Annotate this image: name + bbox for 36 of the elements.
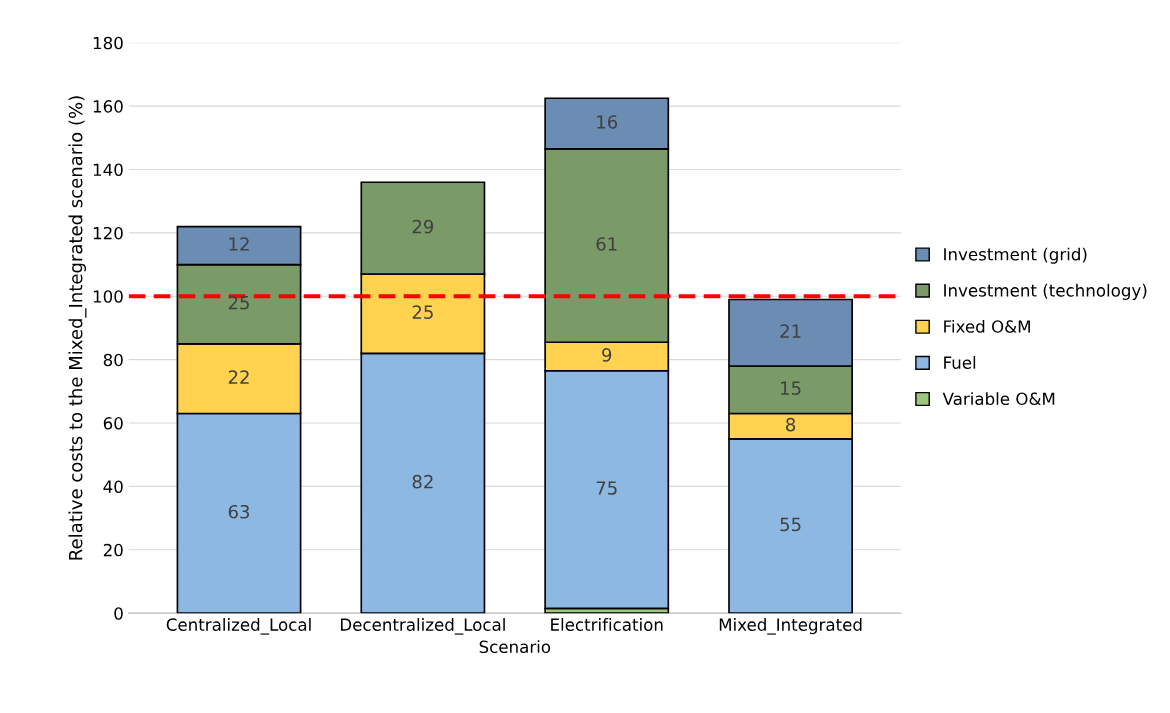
y-tick-label: 0 — [114, 607, 123, 620]
legend-label: Variable O&M — [942, 392, 1055, 406]
data-label: 15 — [781, 381, 801, 396]
data-label: 22 — [228, 370, 249, 384]
data-label: 16 — [597, 115, 618, 129]
data-label: 82 — [412, 474, 433, 489]
data-label: 61 — [596, 237, 617, 251]
data-label: 25 — [228, 295, 249, 310]
x-tick-label: Centralized_Local — [166, 618, 311, 635]
data-label: 8 — [786, 417, 796, 432]
legend-label: Fixed O&M — [944, 319, 1030, 333]
data-label: 21 — [780, 324, 801, 338]
data-label: 25 — [412, 305, 433, 319]
data-label: 9 — [602, 348, 612, 362]
data-label: 55 — [780, 517, 801, 532]
legend-label: Fuel — [944, 356, 976, 369]
y-tick-label: 180 — [93, 36, 123, 50]
y-tick-label: 60 — [103, 417, 123, 430]
data-label: 12 — [229, 237, 249, 251]
y-tick-label: 140 — [93, 163, 123, 177]
y-tick-label: 40 — [103, 480, 123, 493]
x-tick-label: Decentralized_Local — [340, 618, 505, 635]
y-tick-label: 20 — [103, 543, 123, 557]
y-tick-label: 160 — [93, 100, 123, 113]
x-axis-title: Scenario — [479, 640, 551, 654]
y-axis-title: Relative costs to the Mixed_Integrated scenario (%) — [68, 96, 87, 560]
legend-label: Investment (technology) — [944, 283, 1147, 300]
y-tick-label: 120 — [93, 226, 123, 240]
x-tick-label: Mixed_Integrated — [719, 618, 862, 635]
x-tick-label: Electrification — [551, 618, 663, 631]
y-tick-label: 100 — [93, 290, 123, 303]
data-label: 75 — [596, 481, 617, 495]
data-label: 29 — [412, 219, 434, 234]
data-label: 63 — [228, 504, 250, 519]
legend-label: Investment (grid) — [944, 247, 1087, 264]
y-tick-label: 80 — [103, 353, 123, 367]
